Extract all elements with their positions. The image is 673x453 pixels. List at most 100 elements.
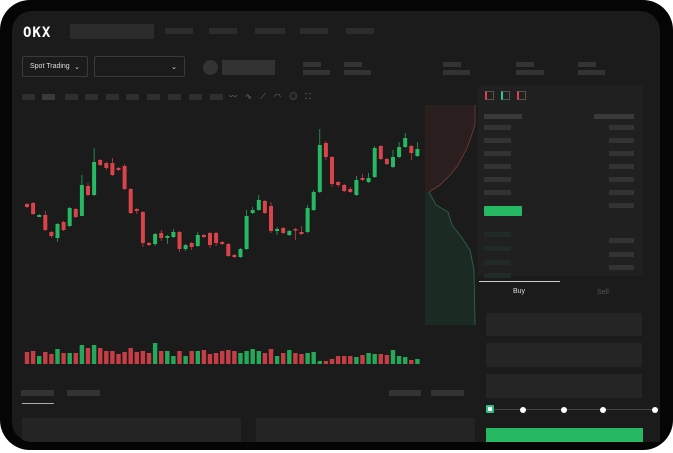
price-input[interactable] bbox=[486, 313, 642, 336]
candle-body bbox=[153, 234, 158, 244]
chevron-down-icon: ⌄ bbox=[74, 63, 80, 71]
leverage-slider-handle[interactable] bbox=[486, 405, 494, 413]
timeframe-button[interactable] bbox=[106, 94, 119, 100]
candle-body bbox=[122, 166, 127, 189]
candle bbox=[195, 232, 200, 247]
timeframe-button[interactable] bbox=[85, 94, 98, 100]
stat-value bbox=[516, 70, 544, 75]
filter-button[interactable] bbox=[431, 390, 464, 396]
timeframe-button[interactable] bbox=[22, 94, 35, 100]
volume-bar bbox=[372, 354, 377, 364]
nav-item[interactable] bbox=[346, 28, 374, 34]
candle bbox=[384, 158, 389, 165]
slider-stop[interactable] bbox=[520, 407, 526, 413]
timeframe-button[interactable] bbox=[126, 94, 139, 100]
candle-body bbox=[378, 146, 383, 159]
candle bbox=[86, 183, 90, 196]
candle bbox=[208, 232, 212, 248]
candle bbox=[311, 190, 316, 211]
nav-item[interactable] bbox=[209, 28, 237, 34]
candle bbox=[354, 176, 359, 196]
bid-price bbox=[484, 246, 511, 251]
assets-card bbox=[256, 418, 475, 442]
candle bbox=[67, 207, 72, 227]
nav-item[interactable] bbox=[165, 28, 193, 34]
depth-chart bbox=[425, 105, 476, 326]
buy-button[interactable] bbox=[486, 428, 643, 442]
volume-bar bbox=[274, 356, 280, 364]
candle-body bbox=[195, 235, 200, 246]
volume-bar bbox=[360, 355, 365, 364]
candle bbox=[73, 208, 78, 218]
amount-input[interactable] bbox=[486, 343, 642, 367]
candle bbox=[342, 184, 347, 192]
volume-bar bbox=[390, 350, 396, 364]
brush-icon[interactable]: ⟋ bbox=[260, 92, 266, 101]
gauge-icon[interactable]: ◠ bbox=[274, 92, 281, 101]
candle-body bbox=[275, 229, 280, 231]
timeframe-button[interactable] bbox=[210, 94, 223, 100]
candle-body bbox=[293, 229, 298, 231]
slider-stop[interactable] bbox=[561, 407, 567, 413]
volume-bar bbox=[73, 353, 78, 364]
search-bar[interactable] bbox=[70, 24, 154, 39]
timeframe-button[interactable] bbox=[42, 94, 55, 100]
candle-body bbox=[342, 185, 347, 191]
candle bbox=[147, 242, 151, 246]
candle-body bbox=[25, 204, 29, 207]
tab-order-history[interactable] bbox=[67, 390, 100, 396]
candle-body bbox=[134, 209, 139, 211]
candle-body bbox=[110, 163, 115, 175]
candle-body bbox=[232, 255, 237, 257]
stat-value bbox=[578, 70, 605, 75]
timeframe-button[interactable] bbox=[189, 94, 202, 100]
volume-bar bbox=[342, 356, 347, 364]
candle bbox=[378, 145, 383, 160]
tab-open-orders[interactable] bbox=[21, 390, 54, 396]
ask-price bbox=[484, 138, 511, 143]
ask-amount bbox=[609, 125, 634, 130]
volume-bar bbox=[232, 351, 237, 364]
pair-select[interactable]: ⌄ bbox=[94, 56, 185, 77]
volume-bar bbox=[195, 351, 200, 364]
volume-bar bbox=[116, 354, 121, 364]
candle bbox=[330, 156, 334, 187]
total-input[interactable] bbox=[486, 374, 642, 398]
settings-icon[interactable]: ◎ bbox=[289, 92, 298, 101]
volume-bar bbox=[110, 351, 115, 364]
sell-tab[interactable]: Sell bbox=[597, 289, 609, 296]
stat-label bbox=[443, 62, 461, 67]
timeframe-button[interactable] bbox=[65, 94, 78, 100]
buy-tab[interactable]: Buy bbox=[512, 288, 526, 295]
candle-body bbox=[43, 215, 48, 230]
volume-bar bbox=[134, 352, 139, 364]
trading-mode-select[interactable]: Spot Trading ⌄ bbox=[22, 56, 88, 77]
slider-stop[interactable] bbox=[600, 407, 606, 413]
candle bbox=[165, 235, 170, 244]
filter-button[interactable] bbox=[389, 390, 421, 396]
indicator-icon[interactable]: 〰 bbox=[229, 92, 237, 101]
line-tool-icon[interactable]: ∿ bbox=[245, 92, 252, 101]
candle-body bbox=[201, 235, 206, 237]
leverage-slider-track[interactable] bbox=[490, 409, 656, 410]
candle bbox=[299, 226, 304, 235]
timeframe-button[interactable] bbox=[147, 94, 160, 100]
nav-item[interactable] bbox=[255, 28, 285, 34]
volume-bar bbox=[85, 348, 91, 364]
nav-item[interactable] bbox=[300, 28, 328, 34]
candle bbox=[134, 208, 139, 214]
candle bbox=[55, 223, 60, 242]
orderbook-asks-icon[interactable] bbox=[517, 91, 526, 100]
candle bbox=[177, 231, 182, 252]
timeframe-button[interactable] bbox=[168, 94, 181, 100]
candle bbox=[189, 242, 194, 250]
orderbook-bids-icon[interactable] bbox=[501, 91, 510, 100]
candle-body bbox=[31, 203, 36, 214]
orderbook-both-icon[interactable] bbox=[485, 91, 494, 100]
volume-bar bbox=[213, 353, 219, 364]
volume-bar bbox=[244, 351, 249, 364]
candle-body bbox=[171, 232, 176, 237]
fullscreen-icon[interactable]: ⛶ bbox=[305, 92, 312, 101]
slider-stop[interactable] bbox=[652, 407, 658, 413]
chevron-down-icon: ⌄ bbox=[171, 63, 177, 71]
